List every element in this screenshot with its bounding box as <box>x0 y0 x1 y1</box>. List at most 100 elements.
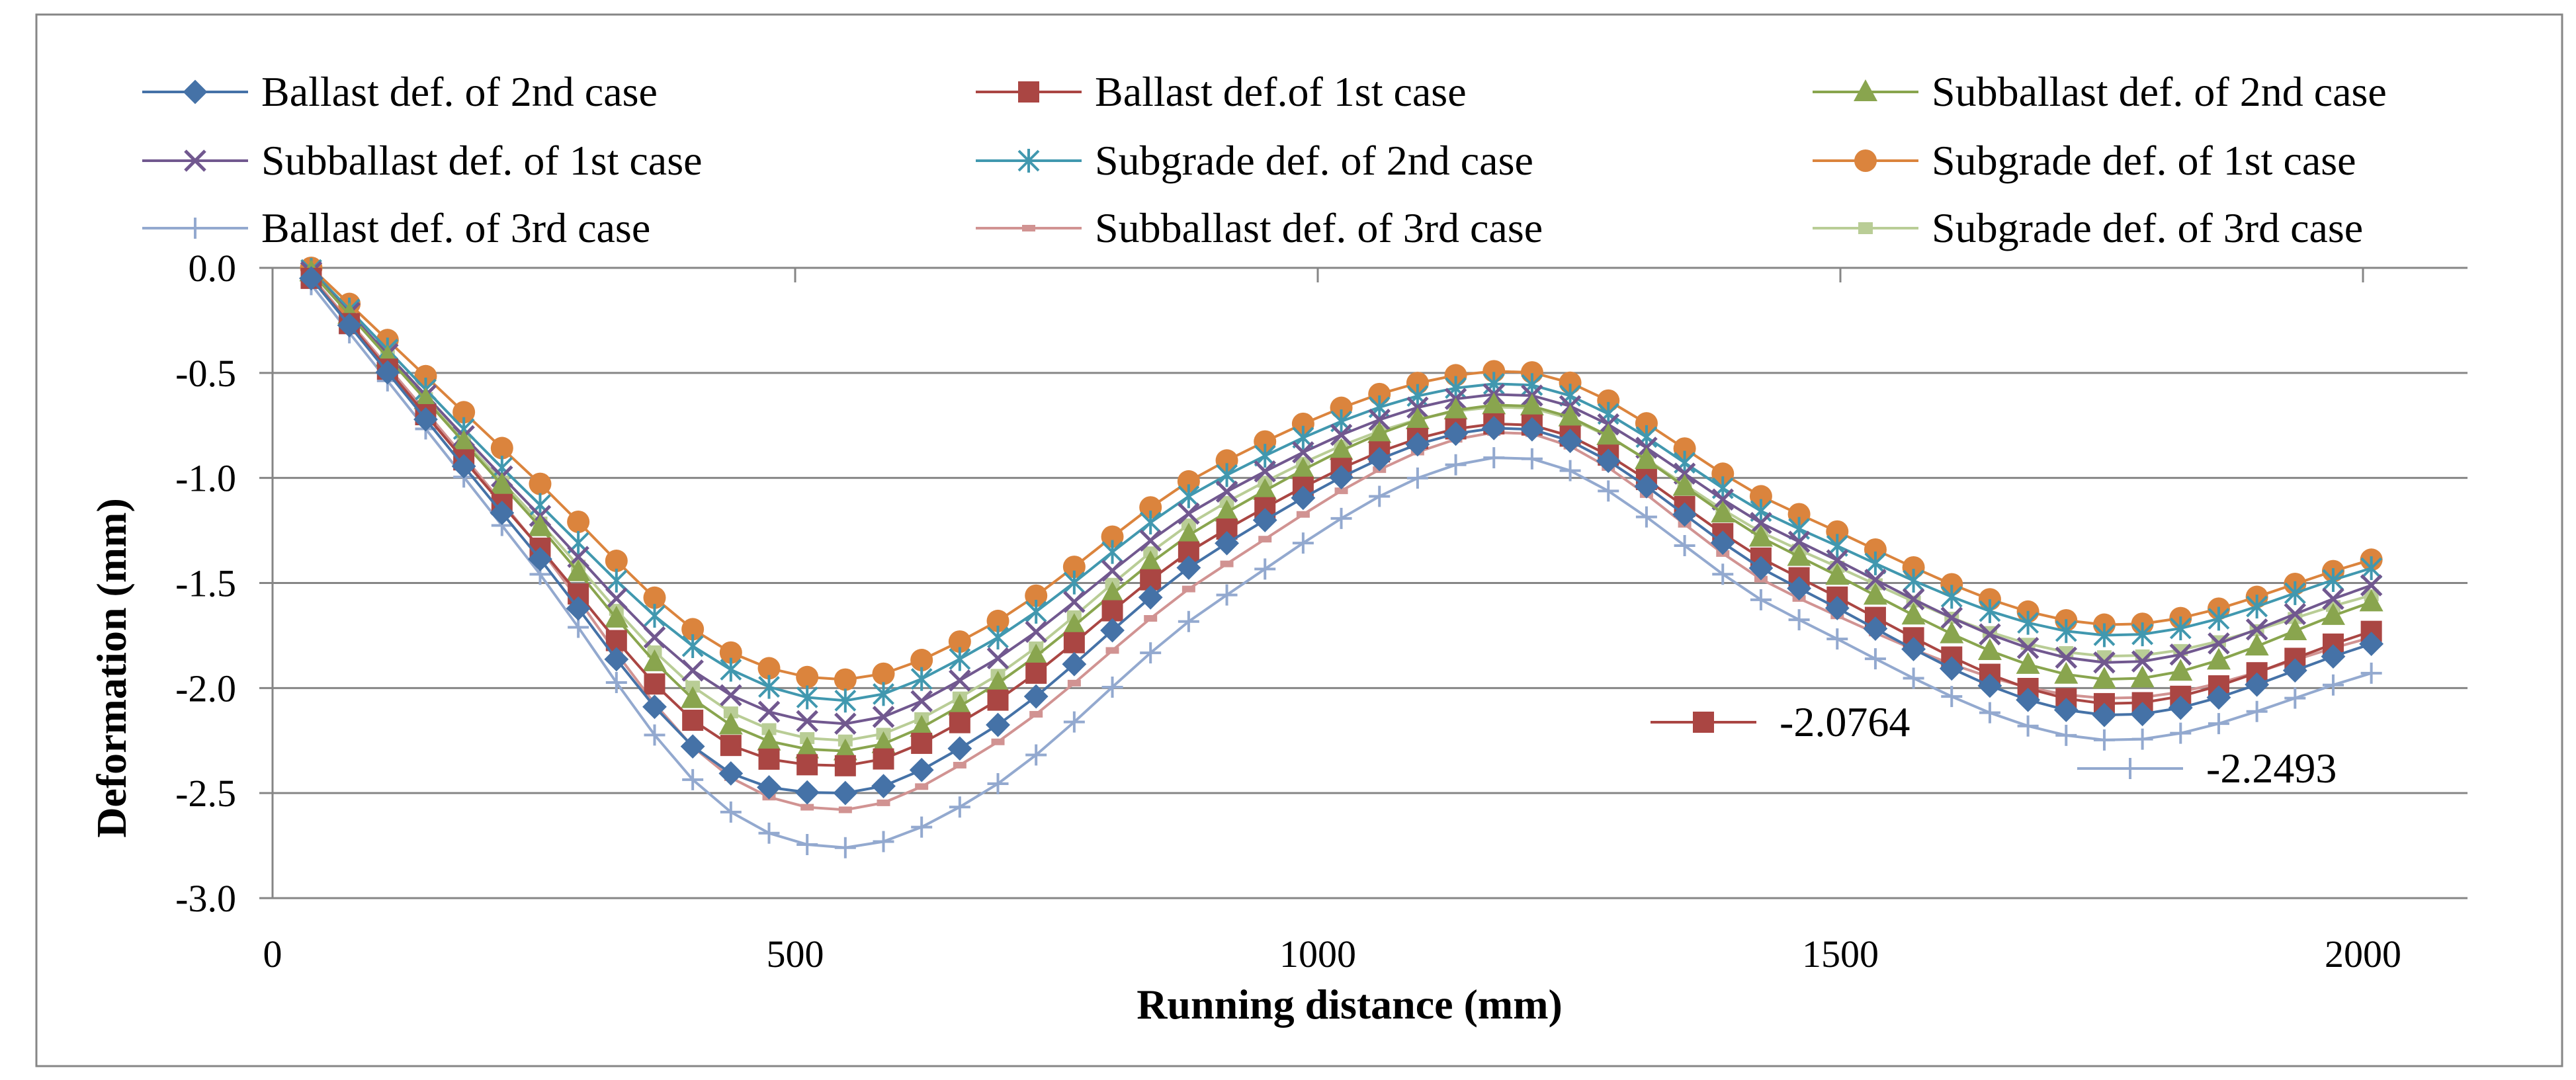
data-point <box>1406 467 1428 489</box>
data-point <box>834 688 857 713</box>
data-point <box>1635 412 1658 435</box>
data-point <box>681 618 705 641</box>
data-point <box>757 700 781 724</box>
data-point <box>2055 724 2077 746</box>
x-tick-label: 1000 <box>1279 933 1356 976</box>
data-point <box>1635 506 1657 528</box>
data-point <box>1025 599 1047 624</box>
data-point <box>1330 396 1353 419</box>
data-point <box>949 669 971 692</box>
legend-marker <box>1854 149 1877 172</box>
data-point <box>2246 700 2268 722</box>
x-tick-label: 2000 <box>2325 933 2401 976</box>
data-point <box>2016 636 2039 659</box>
data-point <box>1405 407 1430 430</box>
data-point <box>605 587 628 610</box>
data-point <box>1215 530 1239 556</box>
data-point <box>490 472 514 494</box>
data-point <box>1254 558 1276 580</box>
annotation-label: -2.2493 <box>2206 745 2337 792</box>
data-point <box>605 672 627 694</box>
data-point <box>1711 488 1735 511</box>
data-point <box>1864 551 1887 575</box>
data-point <box>681 634 704 659</box>
data-point <box>1710 530 1735 556</box>
data-point <box>1368 408 1391 431</box>
data-point <box>375 360 400 385</box>
data-point <box>872 706 895 728</box>
data-point <box>1025 584 1048 607</box>
data-point <box>1902 588 1925 610</box>
data-point <box>877 799 890 806</box>
data-point <box>1291 485 1316 511</box>
axes <box>259 267 2364 899</box>
legend-item: Ballast def. of 2nd case <box>142 68 658 115</box>
legend-marker <box>184 149 206 172</box>
legend-item: Subballast def. of 3rd case <box>976 204 1543 251</box>
data-point <box>1903 568 1925 593</box>
annotation-label: -2.0764 <box>1780 698 1910 745</box>
data-point <box>1443 397 1468 420</box>
data-point <box>1291 457 1315 479</box>
data-point <box>1025 662 1047 684</box>
data-point <box>991 738 1005 745</box>
data-point <box>834 755 856 776</box>
data-point <box>1672 474 1697 496</box>
data-point <box>1178 502 1200 525</box>
data-point <box>1977 638 2002 660</box>
annotation: -2.0764 <box>1651 698 1910 745</box>
data-point <box>1712 563 1734 585</box>
legend-marker <box>1022 225 1035 231</box>
data-point <box>1787 503 1811 526</box>
data-point <box>1216 584 1238 606</box>
data-point <box>2130 665 2155 688</box>
data-point <box>2017 715 2039 737</box>
data-point <box>1330 423 1353 446</box>
data-point <box>1101 676 1123 698</box>
data-point <box>1672 502 1697 527</box>
data-point <box>757 728 781 751</box>
data-point <box>1405 432 1430 457</box>
data-point <box>1334 487 1348 495</box>
data-point <box>2360 574 2383 597</box>
data-point <box>1063 711 1085 733</box>
data-point <box>2206 685 2231 710</box>
data-point <box>949 712 970 733</box>
data-point <box>1481 415 1506 440</box>
data-point <box>1443 421 1468 446</box>
data-point <box>413 407 438 432</box>
data-point <box>1292 532 1314 554</box>
x-tick-label: 500 <box>767 933 824 976</box>
data-point <box>2130 702 2155 727</box>
data-point <box>1901 637 1926 661</box>
data-point <box>2322 587 2344 610</box>
data-point <box>1330 507 1352 529</box>
data-point <box>1329 465 1353 490</box>
data-point <box>682 768 704 790</box>
data-point <box>1863 616 1888 641</box>
y-tick-label: 0.0 <box>189 247 237 290</box>
data-point <box>948 630 971 653</box>
data-point <box>1138 585 1163 610</box>
data-point <box>949 796 970 818</box>
data-point <box>2245 618 2268 641</box>
data-point <box>2092 667 2116 689</box>
data-point <box>604 647 629 672</box>
data-point <box>719 641 742 664</box>
data-point <box>987 625 1009 649</box>
data-point <box>873 682 894 706</box>
data-point <box>1101 525 1124 548</box>
data-point <box>834 668 857 691</box>
data-point <box>1902 556 1925 579</box>
data-point <box>1596 448 1621 474</box>
data-point <box>1291 412 1314 435</box>
y-axis-title: Deformation (mm) <box>88 498 135 838</box>
legend-marker <box>183 79 208 104</box>
data-point <box>949 647 971 671</box>
data-point <box>1101 600 1123 622</box>
data-point <box>1559 384 1581 408</box>
data-point <box>1139 529 1162 552</box>
data-point <box>1216 463 1238 487</box>
data-point <box>528 546 552 571</box>
data-point <box>1864 538 1887 561</box>
